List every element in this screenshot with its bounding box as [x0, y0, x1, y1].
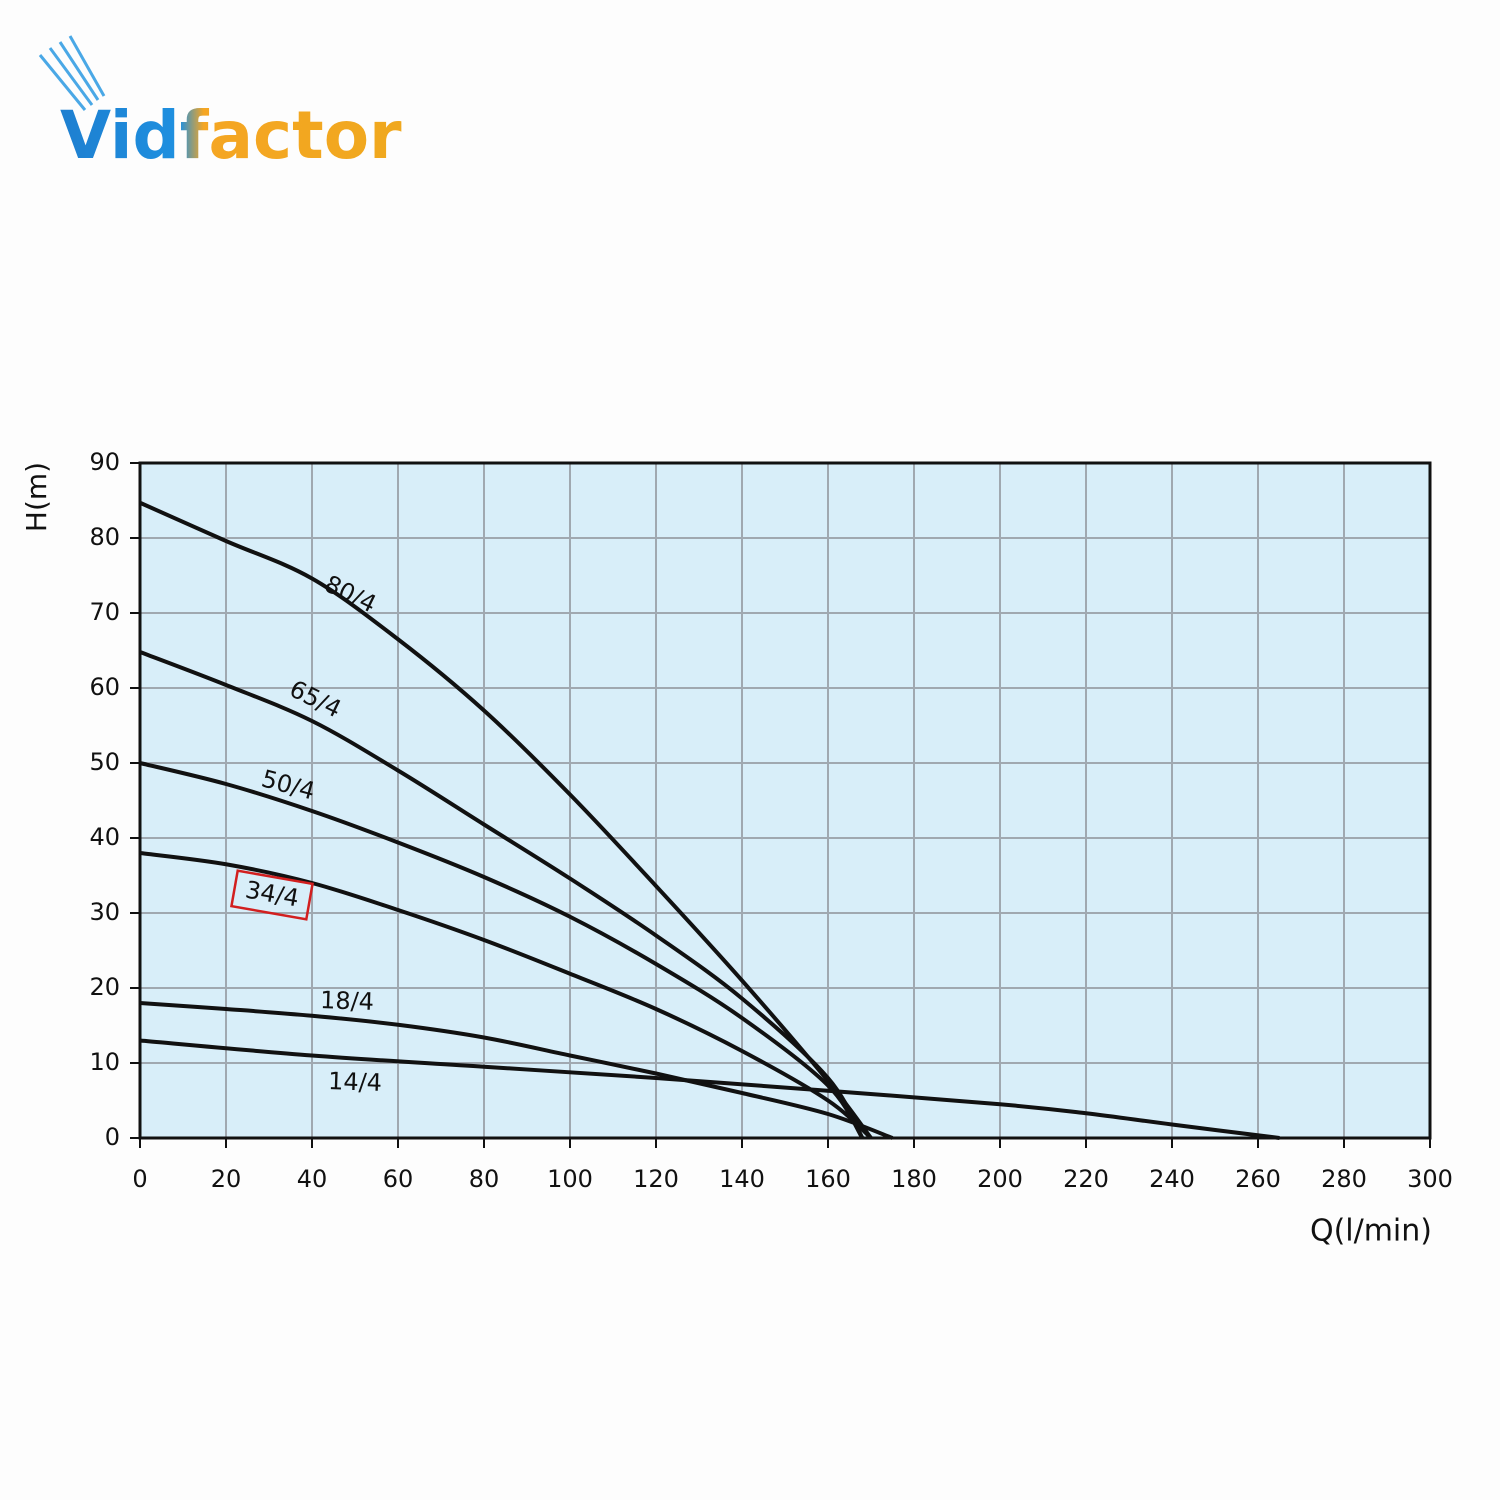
x-tick-label: 80 — [469, 1165, 500, 1193]
y-tick-label: 90 — [89, 448, 120, 476]
x-axis-label: Q(l/min) — [1310, 1214, 1432, 1249]
logo-rays — [38, 35, 106, 111]
x-tick-label: 220 — [1063, 1165, 1109, 1193]
y-tick-label: 30 — [89, 898, 120, 926]
x-tick-label: 260 — [1235, 1165, 1281, 1193]
plot-background — [140, 463, 1430, 1138]
y-tick-label: 50 — [89, 748, 120, 776]
y-tick-label: 0 — [105, 1123, 120, 1151]
x-tick-label: 0 — [132, 1165, 147, 1193]
y-tick-label: 80 — [89, 523, 120, 551]
x-tick-label: 300 — [1407, 1165, 1453, 1193]
curve — [139, 761, 865, 1140]
curve — [139, 1001, 894, 1140]
x-tick-label: 140 — [719, 1165, 765, 1193]
curve-label: 18/4 — [320, 986, 375, 1016]
x-tick-label: 120 — [633, 1165, 679, 1193]
y-tick-label: 40 — [89, 823, 120, 851]
x-tick-label: 20 — [211, 1165, 242, 1193]
x-tick-label: 240 — [1149, 1165, 1195, 1193]
x-tick-label: 160 — [805, 1165, 851, 1193]
curve-label-group: 14/4 — [328, 1067, 383, 1097]
curve-label-group: 18/4 — [320, 986, 375, 1016]
x-tick-label: 40 — [297, 1165, 328, 1193]
y-tick-label: 60 — [89, 673, 120, 701]
y-tick-label: 10 — [89, 1048, 120, 1076]
curve — [139, 500, 873, 1140]
y-axis-label: H(m) — [20, 462, 53, 532]
plot-frame — [138, 461, 1432, 1140]
highlight-box — [230, 869, 314, 921]
curve-label: 14/4 — [328, 1067, 383, 1097]
curve — [139, 1038, 1280, 1140]
x-tick-label: 180 — [891, 1165, 937, 1193]
y-tick-label: 20 — [89, 973, 120, 1001]
y-tick-label: 70 — [89, 598, 120, 626]
x-tick-label: 200 — [977, 1165, 1023, 1193]
curve — [139, 851, 873, 1140]
x-tick-label: 100 — [547, 1165, 593, 1193]
logo: Vidfactor — [60, 97, 402, 174]
x-tick-label: 60 — [383, 1165, 414, 1193]
x-tick-label: 280 — [1321, 1165, 1367, 1193]
curve — [139, 650, 865, 1139]
